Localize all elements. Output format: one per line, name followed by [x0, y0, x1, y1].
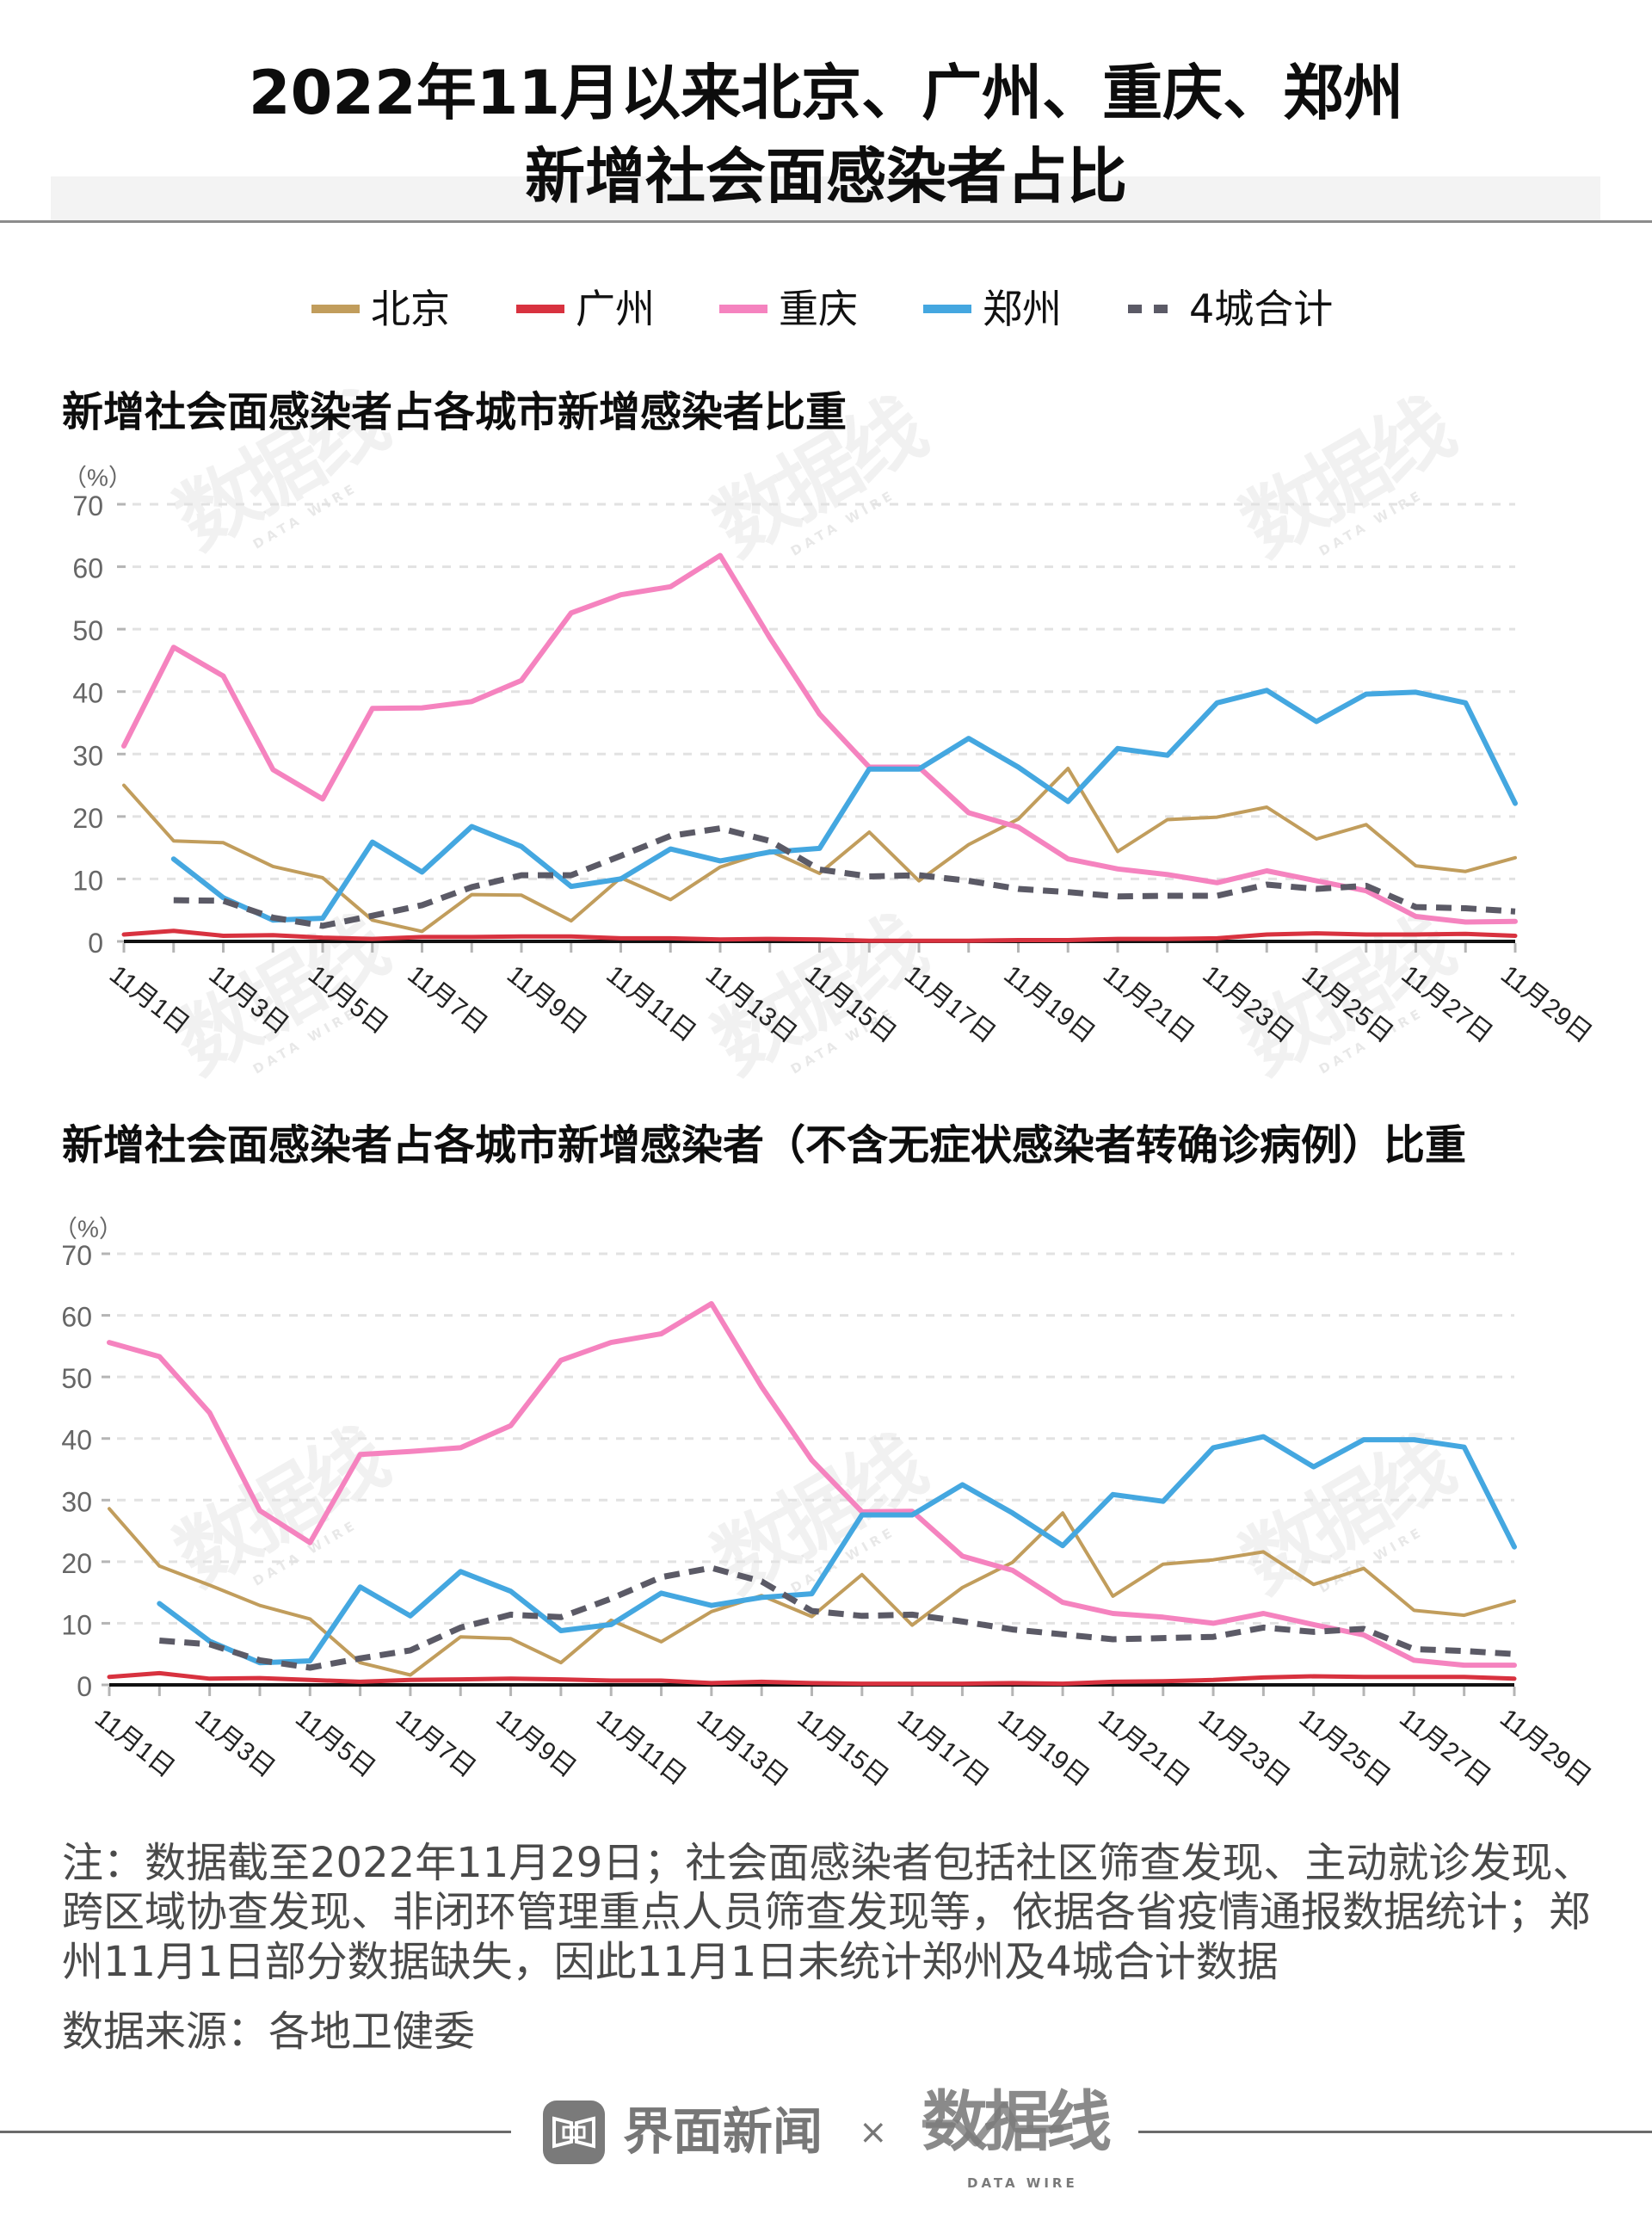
series-line-beijing	[122, 767, 1517, 934]
series-line-four-city-total	[173, 825, 1516, 929]
x-tick-label: 11月11日	[601, 960, 701, 1047]
x-tick-label: 11月5日	[290, 1704, 380, 1783]
y-axis-unit-label: （%）	[63, 465, 133, 491]
data-source: 数据来源：各地卫健委	[62, 2008, 476, 2056]
series-line-chongqing	[121, 552, 1518, 925]
series-line-four-city-total	[159, 1564, 1515, 1671]
series-line-chongqing	[107, 1301, 1517, 1669]
datawire-zigzag-icon	[922, 2102, 1064, 2147]
legend-label-zhengzhou: 郑州	[983, 286, 1062, 332]
x-tick-label: 11月21日	[1098, 960, 1199, 1049]
series-line-zhengzhou	[157, 1434, 1517, 1666]
y-tick-label: 50	[61, 1363, 92, 1394]
x-tick-label: 11月17日	[892, 1704, 994, 1792]
x-tick-label: 11月15日	[799, 960, 901, 1049]
legend-item-guangzhou: 广州	[516, 288, 655, 330]
y-tick-label: 0	[77, 1671, 92, 1702]
title-band	[51, 176, 1600, 222]
x-tick-label: 11月3日	[203, 960, 293, 1039]
legend-dash-square	[1154, 305, 1168, 313]
legend-item-beijing: 北京	[311, 288, 450, 330]
legend-swatch-guangzhou	[516, 305, 564, 313]
y-tick-label: 20	[61, 1548, 92, 1579]
x-tick-label: 11月7日	[402, 960, 492, 1039]
y-tick-label: 20	[72, 803, 103, 834]
x-tick-label: 11月7日	[391, 1704, 481, 1783]
x-tick-label: 11月23日	[1193, 1704, 1295, 1792]
footer-brand-jiemian: 界面新闻	[623, 2102, 823, 2161]
series-line-guangzhou	[121, 928, 1518, 943]
x-tick-label: 11月3日	[190, 1704, 280, 1783]
header-divider	[0, 220, 1652, 223]
x-tick-label: 11月11日	[591, 1704, 692, 1791]
legend-dash-swatch	[1128, 305, 1168, 313]
note-line-3: 州11月1日部分数据缺失，因此11月1日未统计郑州及4城合计数据	[62, 1938, 1279, 1986]
gridlines	[102, 1252, 1514, 1687]
legend-item-four-city-total: 4城合计	[1128, 288, 1333, 330]
y-tick-label: 40	[61, 1425, 92, 1456]
x-tick-label: 11月27日	[1394, 1704, 1495, 1792]
series-line-zhengzhou	[170, 688, 1518, 923]
legend-item-zhengzhou: 郑州	[923, 288, 1062, 330]
page-title-line-2: 新增社会面感染者占比	[525, 141, 1127, 212]
x-tick-label: 11月25日	[1297, 960, 1398, 1049]
y-tick-label: 10	[61, 1609, 92, 1640]
series-line-guangzhou	[107, 1670, 1517, 1687]
legend-dash-square	[1128, 305, 1142, 313]
x-tick-label: 11月19日	[998, 960, 1100, 1049]
legend-label-four-city-total: 4城合计	[1189, 286, 1334, 332]
x-tick-label: 11月9日	[490, 1704, 581, 1783]
page-title-line-1: 2022年11月以来北京、广州、重庆、郑州	[248, 58, 1404, 128]
y-tick-label: 30	[61, 1486, 92, 1517]
jiemian-logo-icon	[543, 2101, 605, 2164]
x-tick-label: 11月19日	[993, 1704, 1094, 1792]
note-line-2: 跨区域协查发现、非闭环管理重点人员筛查发现等，依据各省疫情通报数据统计；郑	[62, 1888, 1591, 1936]
y-tick-label: 30	[72, 740, 103, 771]
x-tick-marks	[122, 943, 1517, 953]
x-tick-label: 11月27日	[1396, 960, 1497, 1049]
footer-rule-left	[0, 2131, 511, 2133]
x-tick-label: 11月9日	[502, 960, 592, 1039]
x-tick-label: 11月1日	[89, 1704, 180, 1783]
x-tick-label: 11月13日	[692, 1704, 793, 1792]
y-tick-label: 60	[72, 553, 103, 584]
legend-swatch-beijing	[311, 305, 360, 313]
chart-2-title: 新增社会面感染者占各城市新增感染者（不含无症状感染者转确诊病例）比重	[62, 1121, 1467, 1169]
series-line-beijing	[108, 1507, 1516, 1677]
y-tick-label: 70	[61, 1240, 92, 1271]
x-tick-label: 11月13日	[700, 960, 802, 1049]
footer-brand-datawire-en: DATA WIRE	[967, 2175, 1078, 2191]
chart-1-title: 新增社会面感染者占各城市新增感染者比重	[62, 388, 848, 436]
y-tick-label: 50	[72, 615, 103, 646]
x-tick-label: 11月29日	[1495, 1704, 1596, 1792]
legend-swatch-chongqing	[719, 305, 767, 313]
y-tick-label: 60	[61, 1302, 92, 1333]
note-line-1: 注：数据截至2022年11月29日；社会面感染者包括社区筛查发现、主动就诊发现、	[62, 1839, 1594, 1887]
y-axis-unit-label: （%）	[53, 1216, 123, 1243]
footer-times-sign: ×	[859, 2113, 888, 2152]
x-tick-label: 11月17日	[899, 960, 1001, 1049]
legend-swatch-zhengzhou	[923, 305, 971, 313]
gridlines	[117, 503, 1515, 943]
x-tick-label: 11月21日	[1093, 1704, 1194, 1792]
y-tick-label: 70	[72, 490, 103, 521]
x-tick-label: 11月29日	[1495, 960, 1597, 1049]
legend-item-chongqing: 重庆	[719, 288, 858, 330]
x-tick-label: 11月23日	[1197, 960, 1298, 1049]
footer-rule-right	[1138, 2131, 1652, 2133]
legend-label-chongqing: 重庆	[779, 286, 858, 332]
x-tick-label: 11月1日	[104, 960, 194, 1039]
legend-label-beijing: 北京	[371, 286, 450, 332]
y-tick-label: 10	[72, 865, 103, 896]
x-tick-label: 11月25日	[1294, 1704, 1396, 1792]
y-tick-label: 0	[88, 928, 103, 959]
y-tick-label: 40	[72, 678, 103, 709]
x-tick-marks	[108, 1687, 1516, 1696]
x-tick-label: 11月5日	[303, 960, 393, 1039]
x-tick-label: 11月15日	[792, 1704, 893, 1792]
legend-label-guangzhou: 广州	[576, 286, 655, 332]
